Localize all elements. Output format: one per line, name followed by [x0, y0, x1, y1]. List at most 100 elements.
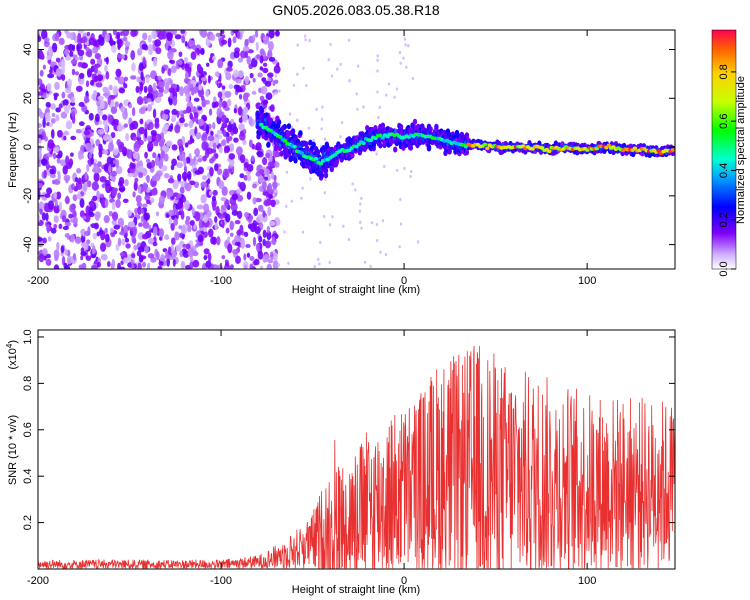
spectrogram-cell: [122, 30, 130, 37]
spectrogram-cell: [46, 223, 50, 234]
spectrogram-cell: [170, 222, 175, 231]
spectrogram-cell: [263, 253, 270, 262]
spectrogram-cell: [227, 37, 232, 48]
spectrogram-cell: [191, 44, 197, 51]
spectrogram-cell: [38, 35, 42, 43]
spectrogram-cell: [124, 41, 131, 47]
spectrogram-cell: [267, 206, 272, 217]
spectrogram-cell: [272, 193, 275, 197]
spectrogram-cell: [383, 164, 386, 169]
spectrogram-cell: [321, 105, 324, 109]
spectrogram-cell: [240, 182, 245, 188]
spectrogram-cell: [183, 199, 190, 210]
spectrogram-cell: [69, 50, 74, 57]
spectrogram-cell: [137, 262, 142, 269]
spectrogram-cell: [194, 243, 199, 248]
spectrogram-cell: [179, 186, 185, 194]
spectrogram-cell: [69, 204, 76, 213]
spectrogram-cell: [266, 141, 271, 148]
spectrogram-cell: [142, 56, 146, 67]
spectrogram-cell: [47, 73, 55, 79]
spectrogram-cell: [360, 226, 363, 230]
spectrogram-cell: [53, 264, 60, 269]
spectrogram-cell: [114, 101, 119, 108]
spectrogram-cell: [193, 97, 200, 102]
spectrogram-cell: [183, 85, 190, 95]
spectrogram-cell: [50, 128, 55, 139]
spectrogram-cell: [43, 169, 47, 179]
spectrogram-cell: [98, 149, 103, 158]
spectrogram-cell: [78, 121, 85, 127]
spectrogram-cell: [259, 48, 265, 56]
spectrogram-cell: [183, 122, 189, 128]
spectrogram-cell: [102, 134, 109, 142]
spectrogram-cell: [171, 158, 178, 167]
spectrogram-cell: [188, 120, 194, 129]
spectrogram-cell: [172, 258, 176, 267]
spectrogram-cell: [139, 118, 144, 125]
spectrogram-heatmap: [38, 30, 675, 269]
spectrogram-cell: [212, 122, 216, 130]
spectrogram-cell: [105, 56, 109, 65]
spectrogram-cell: [92, 46, 99, 54]
spectrogram-cell: [40, 158, 48, 166]
spectrogram-cell: [112, 85, 119, 96]
spectrogram-cell: [105, 71, 110, 80]
colorbar: 0.00.20.40.60.8 Normalized spectral ampl…: [711, 29, 747, 277]
spectrogram-cell: [64, 233, 70, 238]
spectrogram-cell: [220, 204, 227, 210]
spectrogram-cell: [323, 214, 326, 219]
spectrogram-cell: [404, 43, 407, 47]
spectrogram-cell: [132, 191, 136, 198]
spectrogram-cell: [86, 163, 90, 172]
snr-x-label: Height of straight line (km): [292, 584, 420, 596]
spectrogram-cell: [244, 51, 249, 59]
spectrogram-cell: [301, 230, 305, 234]
spectrogram-cell: [376, 54, 379, 58]
spectrogram-cell: [95, 81, 103, 88]
spectrogram-y-label: Frequency (Hz): [7, 112, 19, 188]
spectrogram-cell: [38, 253, 45, 263]
spectrogram-cell: [265, 92, 273, 100]
spectrogram-cell: [256, 54, 261, 59]
spectrogram-cell: [154, 75, 159, 82]
spectrogram-cell: [180, 260, 186, 269]
spectrogram-cell: [267, 40, 274, 51]
spectrogram-cell: [260, 85, 268, 95]
spectrogram-cell: [133, 142, 138, 149]
spectrogram-cell: [38, 90, 44, 96]
spectrogram-cell: [201, 133, 208, 142]
spectrogram-cell: [108, 141, 114, 152]
spectrogram-cell: [218, 180, 225, 190]
spectrogram-cell: [409, 174, 412, 179]
spectrogram-cell: [167, 68, 172, 77]
spectrogram-cell: [257, 250, 264, 260]
spectrogram-cell: [38, 122, 43, 129]
spectrogram-cell: [113, 30, 118, 35]
spectrogram-cell: [144, 194, 151, 202]
spectrogram-cell: [210, 130, 214, 137]
spectrogram-cell: [55, 191, 62, 200]
spectrogram-cell: [355, 92, 358, 96]
spectrogram-cell: [58, 201, 62, 212]
spectrogram-cell: [155, 134, 159, 145]
spectrogram-cell: [167, 246, 172, 255]
spectrogram-cell: [118, 87, 126, 94]
spectrogram-cell: [47, 139, 55, 149]
spectrogram-cell: [178, 211, 182, 216]
spectrogram-cell: [177, 173, 182, 182]
spectrogram-cell: [269, 221, 276, 227]
spectrogram-cell: [38, 150, 42, 161]
spectrogram-cell: [212, 142, 217, 150]
spectrogram-cell: [175, 244, 182, 252]
spectrogram-cell: [233, 69, 240, 78]
spectrogram-cell: [123, 257, 129, 264]
spectrogram-cell: [131, 263, 135, 269]
spectrogram-cell: [361, 141, 366, 145]
spectrogram-cell: [252, 34, 256, 41]
spectrogram-cell: [266, 225, 271, 234]
spectrogram-cell: [97, 128, 105, 135]
spectrogram-cell: [282, 123, 288, 130]
spectrogram-cell: [65, 177, 69, 184]
spectrogram-cell: [242, 139, 247, 146]
